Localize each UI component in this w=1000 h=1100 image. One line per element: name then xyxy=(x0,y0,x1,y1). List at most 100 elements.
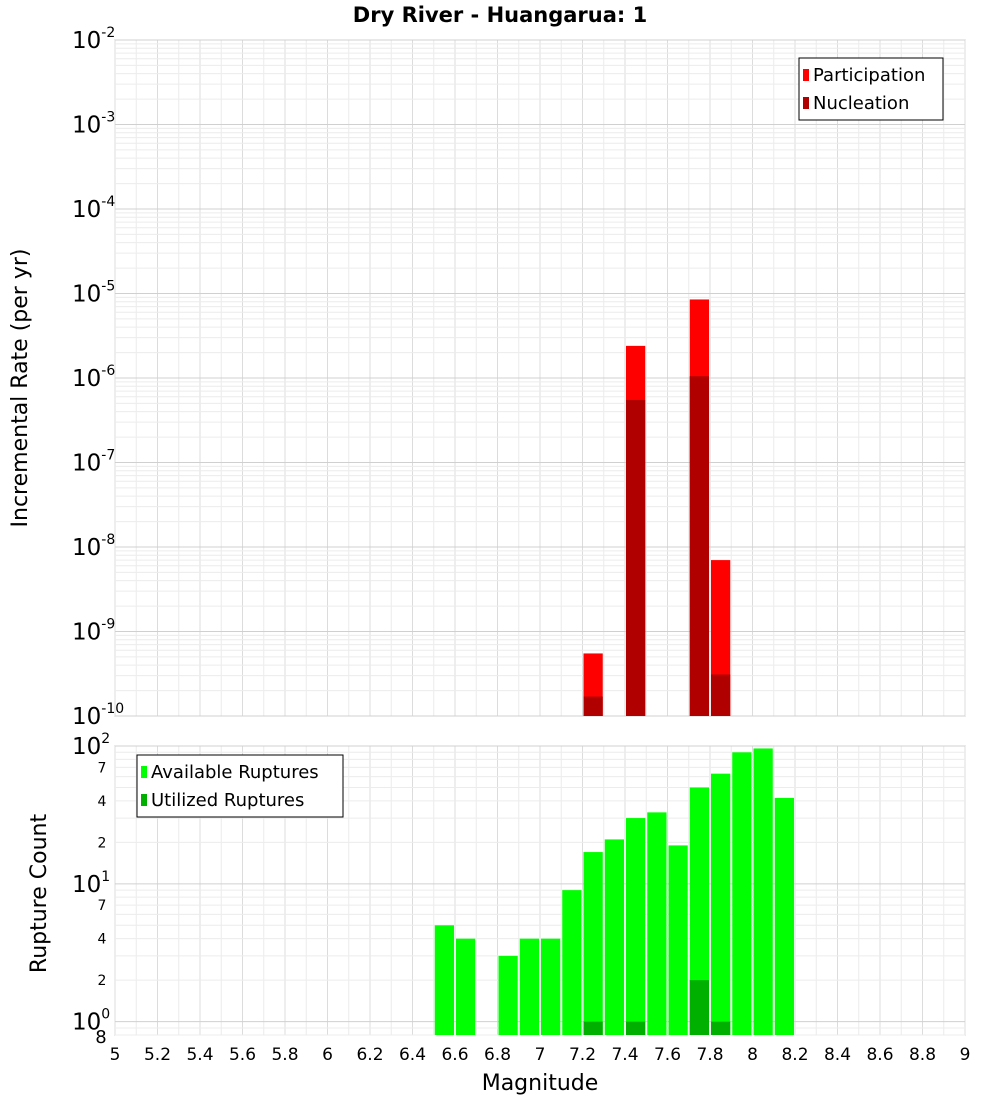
count-bar-utilized-ruptures xyxy=(583,1021,603,1035)
count-bar-available-ruptures xyxy=(689,787,709,1035)
y-tick-label: 10-7 xyxy=(72,448,115,477)
x-axis-label: Magnitude xyxy=(482,1071,599,1096)
x-tick-label: 5.8 xyxy=(271,1045,298,1065)
y-tick-exponent: -4 xyxy=(101,194,115,210)
count-bar-available-ruptures xyxy=(456,938,476,1035)
count-bar-available-ruptures xyxy=(753,748,773,1035)
y-tick-base: 10 xyxy=(72,197,101,223)
count-bar-available-ruptures xyxy=(498,955,518,1035)
y-tick-exponent: -5 xyxy=(101,279,115,295)
count-bar-available-ruptures xyxy=(434,925,454,1035)
y-tick-label: 10-4 xyxy=(72,194,115,223)
y-tick-exponent: -7 xyxy=(101,448,115,464)
count-bar-available-ruptures xyxy=(583,852,603,1035)
legend-box xyxy=(798,57,944,121)
y-tick-base: 10 xyxy=(72,282,101,308)
count-bar-available-ruptures xyxy=(668,845,688,1035)
y-tick-label: 10-9 xyxy=(72,617,115,646)
rate-bars xyxy=(583,299,731,716)
y-tick-exponent: 2 xyxy=(101,731,110,747)
y-tick-exponent: -9 xyxy=(101,617,115,633)
count-bar-utilized-ruptures xyxy=(626,1021,646,1035)
rate-y-axis-label: Incremental Rate (per yr) xyxy=(8,249,33,528)
y-bottom-label: 8 xyxy=(95,1027,106,1048)
count-bar-available-ruptures xyxy=(711,773,731,1035)
x-tick-label: 6.8 xyxy=(484,1045,511,1065)
rate-bar-nucleation xyxy=(711,674,731,716)
y-tick-label: 100 xyxy=(72,1007,110,1036)
count-bar-available-ruptures xyxy=(626,818,646,1035)
count-bar-utilized-ruptures xyxy=(711,1021,731,1035)
y-tick-label: 10-6 xyxy=(72,363,115,392)
count-bar-available-ruptures xyxy=(774,797,794,1035)
y-tick-base: 10 xyxy=(72,28,101,54)
y-tick-label: 10-5 xyxy=(72,279,115,308)
legend-swatch xyxy=(141,766,147,778)
legend-label: Utilized Ruptures xyxy=(151,790,304,811)
y-tick-exponent: -3 xyxy=(101,110,115,126)
y-tick-label: 10-8 xyxy=(72,532,115,561)
y-tick-base: 10 xyxy=(72,1010,101,1036)
y-tick-label: 10-10 xyxy=(72,701,124,730)
x-tick-label: 7.6 xyxy=(654,1045,681,1065)
count-y-axis-label: Rupture Count xyxy=(27,814,52,974)
y-tick-label: 10-2 xyxy=(72,25,115,54)
x-tick-label: 7.2 xyxy=(569,1045,596,1065)
legend-box xyxy=(136,754,344,818)
y-minor-tick-label: 2 xyxy=(98,973,107,989)
x-tick-label: 7.8 xyxy=(696,1045,723,1065)
y-tick-base: 10 xyxy=(72,113,101,139)
y-tick-exponent: -10 xyxy=(101,701,124,717)
rate-legend: Participation Nucleation xyxy=(798,57,944,121)
rate-bar-nucleation xyxy=(626,399,646,716)
y-minor-tick-label: 2 xyxy=(98,835,107,851)
y-tick-base: 10 xyxy=(72,704,101,730)
count-bar-utilized-ruptures xyxy=(689,980,709,1035)
legend-label: Participation xyxy=(813,65,925,86)
y-tick-base: 10 xyxy=(72,451,101,477)
y-tick-base: 10 xyxy=(72,366,101,392)
y-tick-base: 10 xyxy=(72,535,101,561)
y-tick-exponent: 1 xyxy=(101,869,110,885)
x-tick-label: 6.4 xyxy=(399,1045,426,1065)
count-bar-available-ruptures xyxy=(604,839,624,1035)
y-minor-tick-label: 7 xyxy=(98,898,107,914)
count-bar-available-ruptures xyxy=(647,812,667,1035)
y-tick-label: 102 xyxy=(72,731,110,760)
y-tick-exponent: -8 xyxy=(101,532,115,548)
x-tick-label: 6 xyxy=(322,1045,333,1065)
x-tick-label: 5.6 xyxy=(229,1045,256,1065)
x-tick-label: 9 xyxy=(960,1045,971,1065)
y-tick-exponent: 0 xyxy=(101,1007,110,1023)
x-ticks: 5 5.2 5.4 5.6 5.8 6 6.2 6.4 6.6 6.8 7 7.2 7.4 7.6 7.8 8… xyxy=(110,1045,971,1065)
x-tick-label: 6.6 xyxy=(441,1045,468,1065)
rate-gridlines xyxy=(114,39,966,717)
count-bar-available-ruptures xyxy=(519,938,539,1035)
x-tick-label: 7.4 xyxy=(611,1045,638,1065)
legend-swatch xyxy=(803,69,809,81)
y-tick-exponent: -2 xyxy=(101,25,115,41)
legend-label: Nucleation xyxy=(813,93,909,114)
x-tick-label: 8.8 xyxy=(909,1045,936,1065)
count-bars xyxy=(434,748,794,1035)
x-tick-label: 5 xyxy=(110,1045,121,1065)
y-tick-base: 10 xyxy=(72,620,101,646)
x-tick-label: 5.2 xyxy=(144,1045,171,1065)
y-tick-label: 10-3 xyxy=(72,110,115,139)
legend-swatch xyxy=(803,97,809,109)
y-tick-base: 10 xyxy=(72,872,101,898)
y-minor-tick-label: 7 xyxy=(98,760,107,776)
y-tick-base: 10 xyxy=(72,734,101,760)
x-tick-label: 8.2 xyxy=(781,1045,808,1065)
rate-bar-nucleation xyxy=(689,376,709,716)
legend-label: Available Ruptures xyxy=(151,762,319,783)
count-gridlines xyxy=(114,745,966,1036)
chart-title: Dry River - Huangarua: 1 xyxy=(353,3,647,27)
count-bar-available-ruptures xyxy=(562,890,582,1035)
y-minor-tick-label: 4 xyxy=(98,932,107,948)
